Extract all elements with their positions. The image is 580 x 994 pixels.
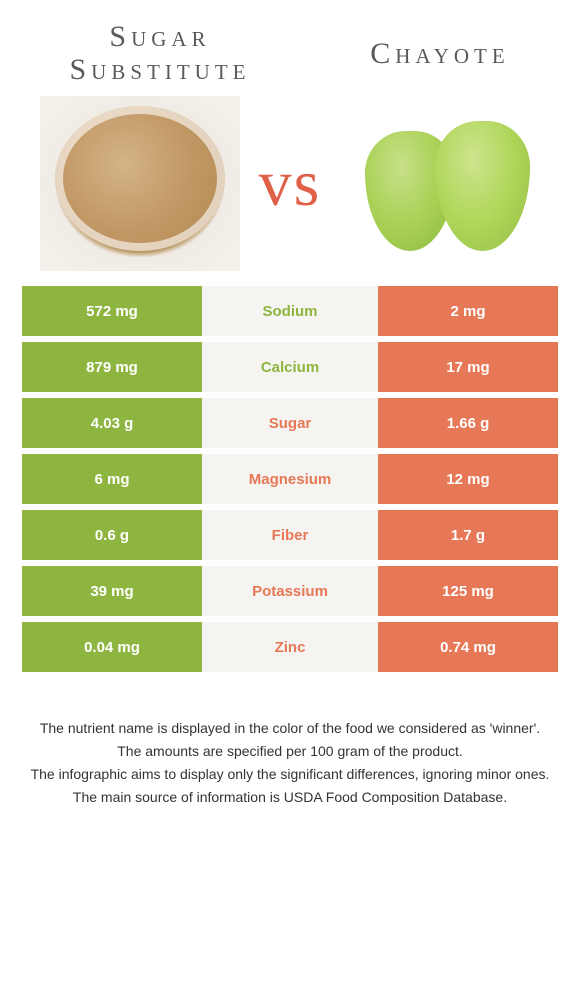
table-row: 0.6 gFiber1.7 g bbox=[22, 510, 558, 560]
nutrient-label: Potassium bbox=[202, 566, 378, 616]
header: Sugar Substitute Chayote bbox=[0, 0, 580, 96]
right-value: 0.74 mg bbox=[378, 622, 558, 672]
right-value: 12 mg bbox=[378, 454, 558, 504]
left-value: 879 mg bbox=[22, 342, 202, 392]
footer-line: The main source of information is USDA F… bbox=[20, 787, 560, 808]
right-value: 125 mg bbox=[378, 566, 558, 616]
title-left: Sugar Substitute bbox=[40, 20, 280, 86]
left-value: 572 mg bbox=[22, 286, 202, 336]
footer-line: The amounts are specified per 100 gram o… bbox=[20, 741, 560, 762]
nutrient-label: Fiber bbox=[202, 510, 378, 560]
chayote-image bbox=[340, 96, 540, 271]
right-value: 2 mg bbox=[378, 286, 558, 336]
table-row: 572 mgSodium2 mg bbox=[22, 286, 558, 336]
table-row: 6 mgMagnesium12 mg bbox=[22, 454, 558, 504]
nutrient-label: Calcium bbox=[202, 342, 378, 392]
left-value: 39 mg bbox=[22, 566, 202, 616]
nutrient-label: Sodium bbox=[202, 286, 378, 336]
vs-label: vs bbox=[259, 146, 322, 222]
table-row: 0.04 mgZinc0.74 mg bbox=[22, 622, 558, 672]
left-value: 4.03 g bbox=[22, 398, 202, 448]
right-value: 1.7 g bbox=[378, 510, 558, 560]
right-value: 1.66 g bbox=[378, 398, 558, 448]
left-value: 0.04 mg bbox=[22, 622, 202, 672]
nutrient-label: Sugar bbox=[202, 398, 378, 448]
left-value: 6 mg bbox=[22, 454, 202, 504]
footer-line: The nutrient name is displayed in the co… bbox=[20, 718, 560, 739]
table-row: 879 mgCalcium17 mg bbox=[22, 342, 558, 392]
table-row: 4.03 gSugar1.66 g bbox=[22, 398, 558, 448]
nutrient-label: Magnesium bbox=[202, 454, 378, 504]
title-right: Chayote bbox=[340, 37, 540, 70]
left-value: 0.6 g bbox=[22, 510, 202, 560]
nutrient-table: 572 mgSodium2 mg 879 mgCalcium17 mg 4.03 g… bbox=[0, 286, 580, 672]
sugar-substitute-image bbox=[40, 96, 240, 271]
images-row: vs bbox=[0, 96, 580, 286]
table-row: 39 mgPotassium125 mg bbox=[22, 566, 558, 616]
nutrient-label: Zinc bbox=[202, 622, 378, 672]
footer-notes: The nutrient name is displayed in the co… bbox=[0, 678, 580, 808]
footer-line: The infographic aims to display only the… bbox=[20, 764, 560, 785]
right-value: 17 mg bbox=[378, 342, 558, 392]
